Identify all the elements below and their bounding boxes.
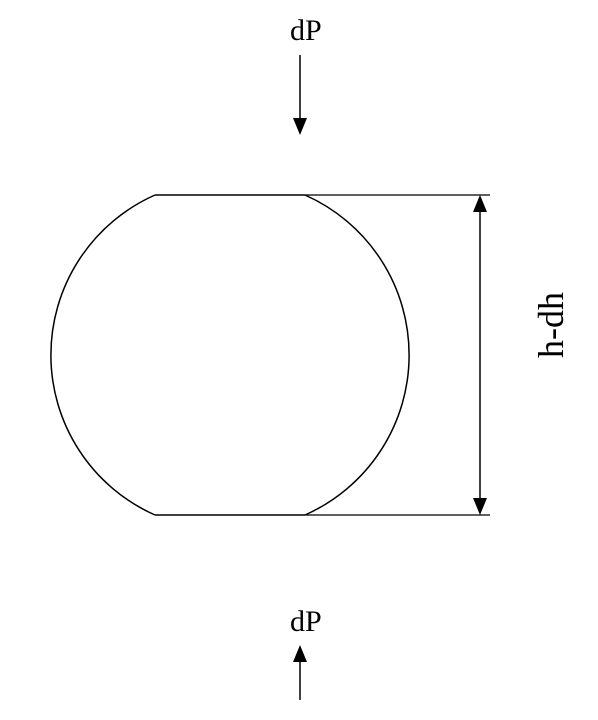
dimension-extension-lines: [305, 195, 490, 515]
dimension-line: [473, 195, 487, 515]
compressed-sphere: [51, 195, 409, 515]
bottom-force-arrow: [293, 645, 307, 700]
sphere-left-arc: [51, 195, 155, 515]
bottom-force-label: dP: [290, 605, 322, 639]
sphere-right-arc: [305, 195, 409, 515]
top-force-arrow: [293, 55, 307, 135]
top-force-label: dP: [290, 14, 322, 48]
dimension-label: h-dh: [530, 292, 572, 358]
